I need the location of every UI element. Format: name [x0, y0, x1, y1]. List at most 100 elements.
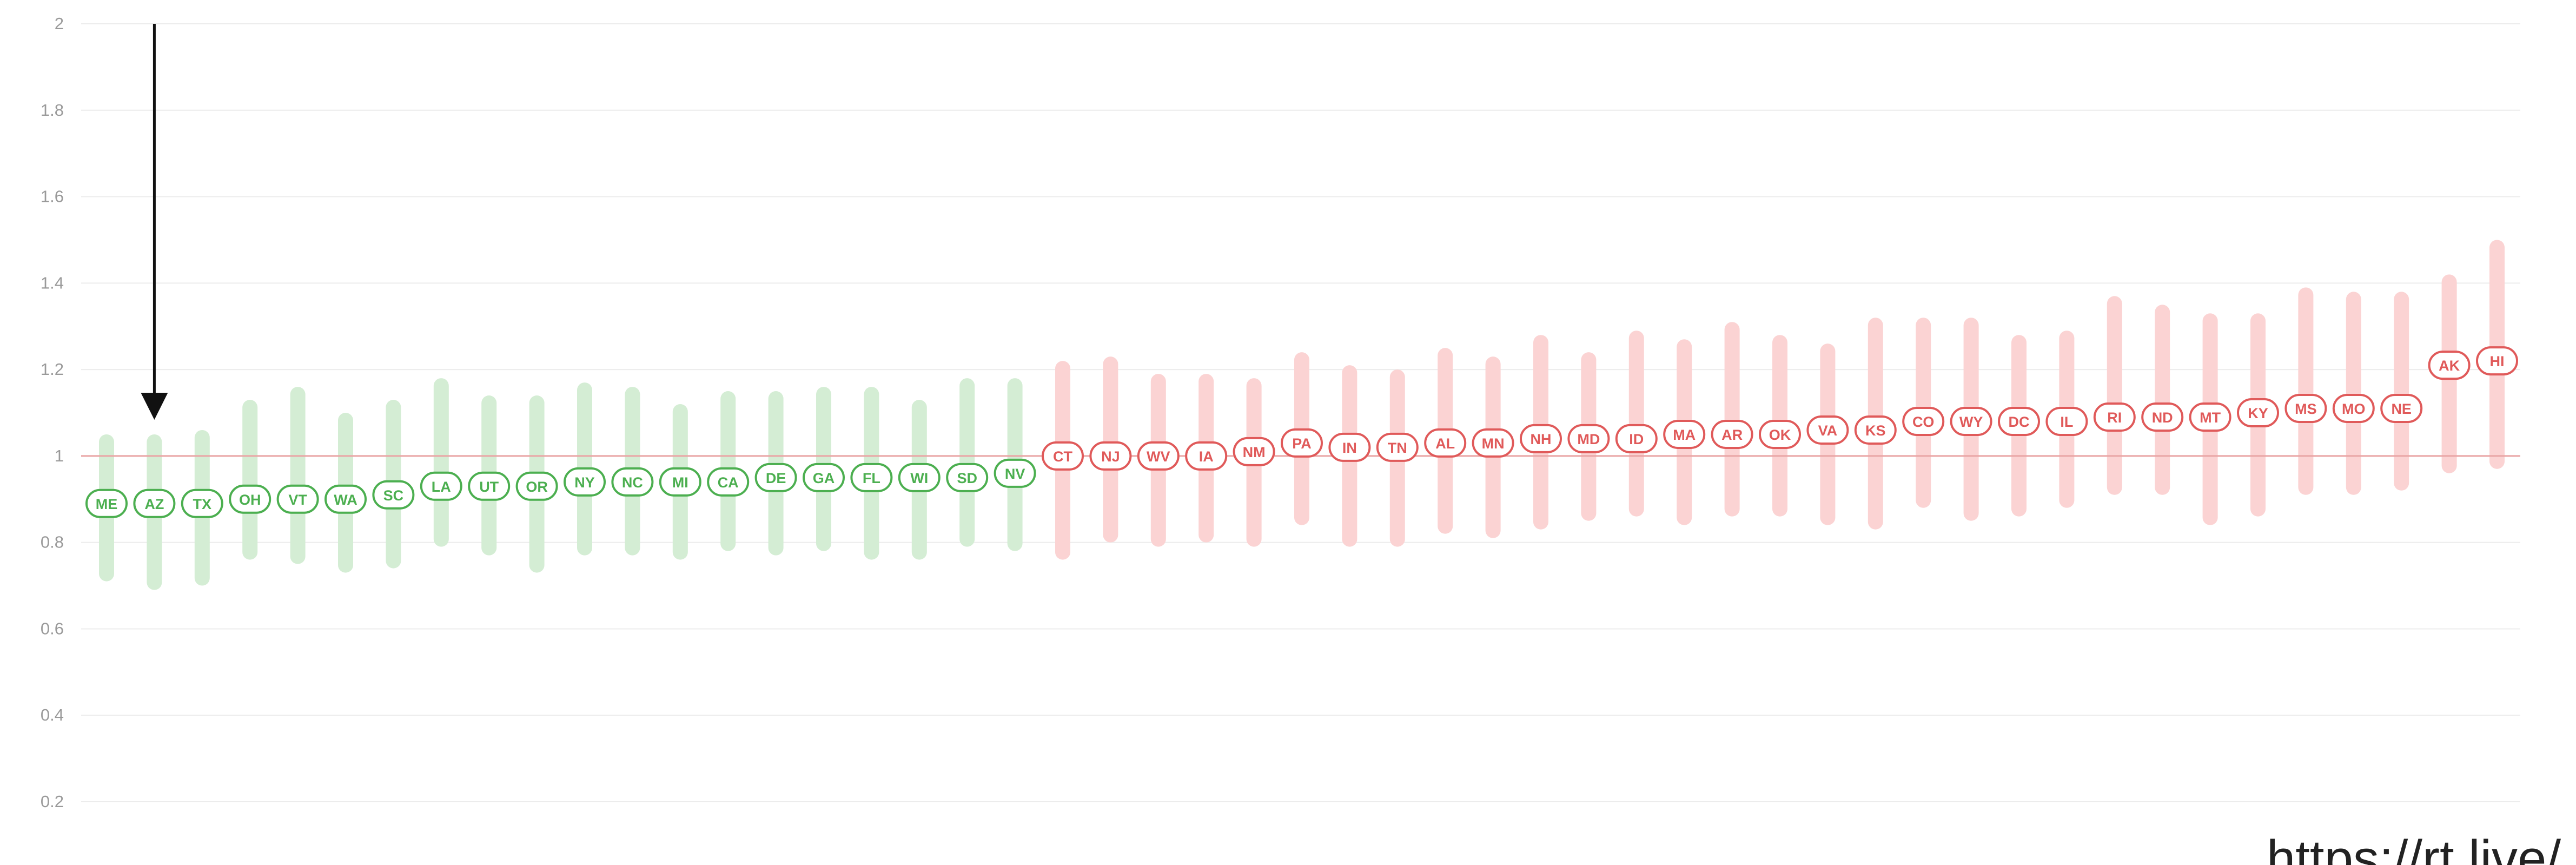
state-pill-al: AL: [1424, 428, 1467, 458]
state-pill-outline: [1472, 428, 1514, 458]
state-label: CO: [1912, 414, 1935, 430]
state-label: DC: [2009, 414, 2030, 430]
state-label: WV: [1147, 448, 1170, 465]
state-pill-outline: [2237, 398, 2279, 427]
state-pill-outline: [2380, 394, 2423, 424]
state-pill-outline: [1185, 441, 1228, 471]
state-pill-outline: [1663, 419, 1706, 449]
state-pill-outline: [659, 467, 701, 497]
state-label: RI: [2107, 410, 2122, 426]
state-label: KS: [1865, 422, 1886, 439]
state-pill-tx: TX: [181, 488, 223, 518]
state-pill-oh: OH: [229, 484, 271, 514]
state-label: ME: [96, 496, 118, 512]
state-pill-outline: [1902, 406, 1945, 436]
state-pill-mi: MI: [659, 467, 701, 497]
state-label: NC: [622, 474, 643, 491]
state-pill-ar: AR: [1711, 419, 1753, 449]
state-label: VT: [288, 492, 307, 508]
state-label: ND: [2152, 410, 2173, 426]
interval-band-ar: [1724, 322, 1740, 517]
state-pill-de: DE: [754, 463, 797, 492]
state-label: AR: [1721, 427, 1743, 443]
state-pill-outline: [1950, 406, 1992, 436]
state-pill-id: ID: [1615, 424, 1658, 453]
state-pill-sc: SC: [372, 480, 415, 510]
state-pill-nm: NM: [1233, 437, 1275, 466]
state-pill-outline: [1137, 441, 1180, 471]
interval-band-vt: [290, 387, 306, 564]
state-pill-outline: [1520, 424, 1562, 453]
state-label: UT: [479, 479, 499, 495]
y-tick-label: 1.4: [41, 273, 64, 292]
state-label: CA: [718, 474, 739, 491]
y-tick-label: 0.8: [41, 533, 64, 552]
state-label: HI: [2490, 353, 2505, 369]
state-label: WY: [1959, 414, 1983, 430]
state-pill-outline: [1281, 428, 1323, 458]
state-pill-ga: GA: [803, 463, 845, 492]
state-pill-nj: NJ: [1089, 441, 1132, 471]
state-pill-ms: MS: [2284, 394, 2327, 424]
state-label: KY: [2248, 405, 2268, 421]
state-pill-outline: [420, 471, 462, 501]
state-pill-outline: [229, 484, 271, 514]
state-pill-nc: NC: [611, 467, 654, 497]
state-label: NM: [1243, 444, 1266, 460]
state-pill-outline: [1233, 437, 1275, 466]
state-pill-ok: OK: [1759, 419, 1801, 449]
state-pill-mn: MN: [1472, 428, 1514, 458]
state-label: VA: [1818, 422, 1838, 439]
state-pill-outline: [1615, 424, 1658, 453]
state-pill-outline: [1328, 432, 1371, 462]
state-pill-outline: [85, 488, 128, 518]
state-pill-outline: [1854, 415, 1897, 445]
state-pill-ut: UT: [468, 471, 511, 501]
state-pill-wy: WY: [1950, 406, 1992, 436]
y-tick-label: 0.4: [41, 705, 64, 724]
state-pill-outline: [372, 480, 415, 510]
y-axis-ticks: 0.2 0.4 0.6 0.8 1 1.2 1.4 1.6 1.8 2: [41, 14, 64, 811]
state-label: NH: [1531, 431, 1552, 447]
interval-band-ri: [2107, 296, 2122, 495]
y-tick-label: 0.6: [41, 619, 64, 638]
interval-band-sd: [959, 378, 975, 547]
state-label: AL: [1435, 435, 1455, 452]
state-pill-outline: [515, 471, 558, 501]
state-pill-outline: [1759, 419, 1801, 449]
state-label: AK: [2439, 358, 2460, 374]
state-label: IL: [2060, 414, 2073, 430]
interval-band-nd: [2155, 305, 2170, 495]
watermark-url: https://rt.live/: [2267, 830, 2561, 865]
state-pill-outline: [803, 463, 845, 492]
state-label: SC: [383, 487, 404, 504]
y-tick-label: 1.2: [41, 360, 64, 379]
interval-band-mo: [2346, 292, 2361, 495]
state-pill-vt: VT: [276, 484, 319, 514]
interval-band-oh: [242, 400, 258, 560]
state-pill-ak: AK: [2428, 351, 2471, 380]
state-pill-wa: WA: [325, 484, 367, 514]
state-label: NY: [574, 474, 595, 491]
y-tick-label: 1: [55, 446, 64, 465]
state-label: DE: [766, 470, 786, 486]
state-pill-pa: PA: [1281, 428, 1323, 458]
interval-band-ms: [2298, 287, 2314, 495]
state-pill-ne: NE: [2380, 394, 2423, 424]
state-pill-outline: [611, 467, 654, 497]
state-label: PA: [1292, 435, 1312, 452]
y-tick-label: 1.6: [41, 187, 64, 206]
state-label: MN: [1482, 435, 1505, 452]
state-label: SD: [957, 470, 977, 486]
state-label: FL: [863, 470, 880, 486]
state-label: WA: [334, 492, 357, 508]
state-pill-outline: [2332, 394, 2375, 424]
state-pill-outline: [1806, 415, 1849, 445]
state-pill-ma: MA: [1663, 419, 1706, 449]
state-pill-tn: TN: [1376, 432, 1419, 462]
state-label: TX: [193, 496, 212, 512]
state-pill-az: AZ: [133, 488, 176, 518]
state-pill-outline: [1042, 441, 1084, 471]
state-pill-or: OR: [515, 471, 558, 501]
state-label: MS: [2295, 401, 2317, 417]
